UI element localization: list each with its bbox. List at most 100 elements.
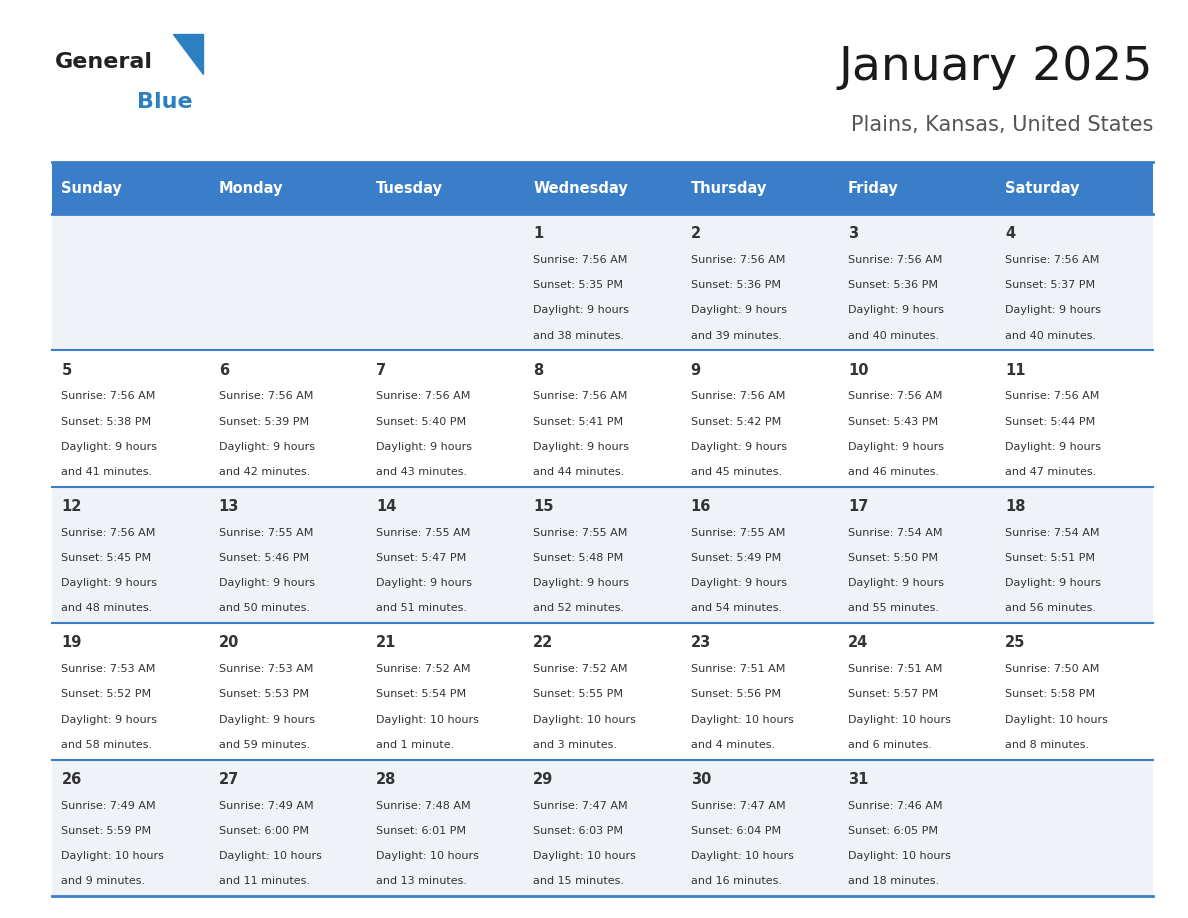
Text: 31: 31 [848, 772, 868, 787]
Text: Tuesday: Tuesday [377, 181, 443, 196]
Text: Daylight: 10 hours: Daylight: 10 hours [62, 851, 164, 861]
Text: Sunset: 5:41 PM: Sunset: 5:41 PM [533, 417, 624, 427]
Text: and 44 minutes.: and 44 minutes. [533, 467, 625, 477]
Text: 10: 10 [848, 363, 868, 377]
Text: Daylight: 9 hours: Daylight: 9 hours [1005, 578, 1101, 588]
FancyBboxPatch shape [367, 487, 524, 623]
FancyBboxPatch shape [209, 214, 367, 351]
Text: Daylight: 9 hours: Daylight: 9 hours [690, 306, 786, 316]
Text: Sunset: 5:37 PM: Sunset: 5:37 PM [1005, 280, 1095, 290]
Text: Sunrise: 7:48 AM: Sunrise: 7:48 AM [377, 800, 470, 811]
Text: Sunset: 5:46 PM: Sunset: 5:46 PM [219, 553, 309, 563]
Text: Blue: Blue [137, 92, 192, 112]
Text: Sunset: 5:50 PM: Sunset: 5:50 PM [848, 553, 937, 563]
FancyBboxPatch shape [52, 162, 209, 214]
Text: and 52 minutes.: and 52 minutes. [533, 603, 625, 613]
Text: Sunset: 6:05 PM: Sunset: 6:05 PM [848, 826, 937, 835]
Text: 19: 19 [62, 635, 82, 651]
Text: Daylight: 9 hours: Daylight: 9 hours [848, 306, 943, 316]
Text: and 46 minutes.: and 46 minutes. [848, 467, 939, 477]
Text: Daylight: 9 hours: Daylight: 9 hours [377, 442, 472, 452]
Text: Sunset: 6:04 PM: Sunset: 6:04 PM [690, 826, 781, 835]
Text: 23: 23 [690, 635, 710, 651]
Text: 8: 8 [533, 363, 544, 377]
FancyBboxPatch shape [524, 623, 681, 759]
FancyBboxPatch shape [52, 214, 209, 351]
FancyBboxPatch shape [524, 487, 681, 623]
Polygon shape [173, 34, 203, 74]
FancyBboxPatch shape [839, 351, 996, 487]
Text: Sunset: 5:54 PM: Sunset: 5:54 PM [377, 689, 466, 700]
Text: Daylight: 10 hours: Daylight: 10 hours [690, 714, 794, 724]
Text: and 59 minutes.: and 59 minutes. [219, 740, 310, 750]
Text: 27: 27 [219, 772, 239, 787]
Text: Sunset: 5:38 PM: Sunset: 5:38 PM [62, 417, 152, 427]
Text: January 2025: January 2025 [839, 45, 1154, 90]
Text: 13: 13 [219, 499, 239, 514]
FancyBboxPatch shape [367, 214, 524, 351]
Text: and 3 minutes.: and 3 minutes. [533, 740, 618, 750]
Text: Sunrise: 7:46 AM: Sunrise: 7:46 AM [848, 800, 942, 811]
FancyBboxPatch shape [839, 214, 996, 351]
Text: Sunset: 5:39 PM: Sunset: 5:39 PM [219, 417, 309, 427]
FancyBboxPatch shape [52, 759, 209, 896]
FancyBboxPatch shape [681, 162, 839, 214]
Text: 30: 30 [690, 772, 710, 787]
Text: Daylight: 9 hours: Daylight: 9 hours [62, 578, 158, 588]
Text: 7: 7 [377, 363, 386, 377]
Text: Sunrise: 7:56 AM: Sunrise: 7:56 AM [533, 391, 627, 401]
Text: Sunset: 5:42 PM: Sunset: 5:42 PM [690, 417, 781, 427]
Text: Sunset: 5:53 PM: Sunset: 5:53 PM [219, 689, 309, 700]
Text: 21: 21 [377, 635, 397, 651]
FancyBboxPatch shape [524, 214, 681, 351]
Text: Daylight: 9 hours: Daylight: 9 hours [62, 714, 158, 724]
Text: Sunset: 5:36 PM: Sunset: 5:36 PM [690, 280, 781, 290]
Text: and 1 minute.: and 1 minute. [377, 740, 454, 750]
Text: and 47 minutes.: and 47 minutes. [1005, 467, 1097, 477]
FancyBboxPatch shape [524, 351, 681, 487]
Text: Sunrise: 7:56 AM: Sunrise: 7:56 AM [62, 528, 156, 538]
FancyBboxPatch shape [839, 487, 996, 623]
Text: Daylight: 10 hours: Daylight: 10 hours [219, 851, 322, 861]
FancyBboxPatch shape [367, 351, 524, 487]
FancyBboxPatch shape [524, 162, 681, 214]
Text: Daylight: 10 hours: Daylight: 10 hours [1005, 714, 1108, 724]
Text: Sunrise: 7:56 AM: Sunrise: 7:56 AM [533, 255, 627, 265]
FancyBboxPatch shape [996, 214, 1154, 351]
Text: Sunset: 5:59 PM: Sunset: 5:59 PM [62, 826, 152, 835]
Text: Sunrise: 7:49 AM: Sunrise: 7:49 AM [219, 800, 314, 811]
Text: Sunset: 5:36 PM: Sunset: 5:36 PM [848, 280, 937, 290]
Text: 25: 25 [1005, 635, 1025, 651]
FancyBboxPatch shape [996, 351, 1154, 487]
Text: Sunrise: 7:50 AM: Sunrise: 7:50 AM [1005, 664, 1100, 674]
Text: 24: 24 [848, 635, 868, 651]
Text: 26: 26 [62, 772, 82, 787]
FancyBboxPatch shape [524, 759, 681, 896]
FancyBboxPatch shape [839, 623, 996, 759]
Text: and 11 minutes.: and 11 minutes. [219, 876, 310, 886]
Text: Daylight: 10 hours: Daylight: 10 hours [533, 851, 636, 861]
Text: and 45 minutes.: and 45 minutes. [690, 467, 782, 477]
Text: and 8 minutes.: and 8 minutes. [1005, 740, 1089, 750]
Text: and 13 minutes.: and 13 minutes. [377, 876, 467, 886]
Text: Sunset: 5:55 PM: Sunset: 5:55 PM [533, 689, 624, 700]
Text: and 51 minutes.: and 51 minutes. [377, 603, 467, 613]
Text: Daylight: 9 hours: Daylight: 9 hours [533, 306, 630, 316]
Text: Sunrise: 7:53 AM: Sunrise: 7:53 AM [62, 664, 156, 674]
Text: 1: 1 [533, 226, 544, 241]
Text: Daylight: 9 hours: Daylight: 9 hours [690, 442, 786, 452]
Text: Plains, Kansas, United States: Plains, Kansas, United States [851, 115, 1154, 135]
Text: Sunrise: 7:56 AM: Sunrise: 7:56 AM [690, 391, 785, 401]
FancyBboxPatch shape [996, 759, 1154, 896]
Text: Sunrise: 7:51 AM: Sunrise: 7:51 AM [690, 664, 785, 674]
Text: Sunrise: 7:56 AM: Sunrise: 7:56 AM [1005, 391, 1100, 401]
FancyBboxPatch shape [209, 487, 367, 623]
Text: 4: 4 [1005, 226, 1016, 241]
Text: Daylight: 10 hours: Daylight: 10 hours [848, 851, 950, 861]
Text: Sunrise: 7:56 AM: Sunrise: 7:56 AM [377, 391, 470, 401]
Text: Sunset: 5:45 PM: Sunset: 5:45 PM [62, 553, 152, 563]
Text: and 40 minutes.: and 40 minutes. [848, 330, 939, 341]
Text: Daylight: 10 hours: Daylight: 10 hours [533, 714, 636, 724]
Text: and 9 minutes.: and 9 minutes. [62, 876, 146, 886]
Text: Sunrise: 7:51 AM: Sunrise: 7:51 AM [848, 664, 942, 674]
